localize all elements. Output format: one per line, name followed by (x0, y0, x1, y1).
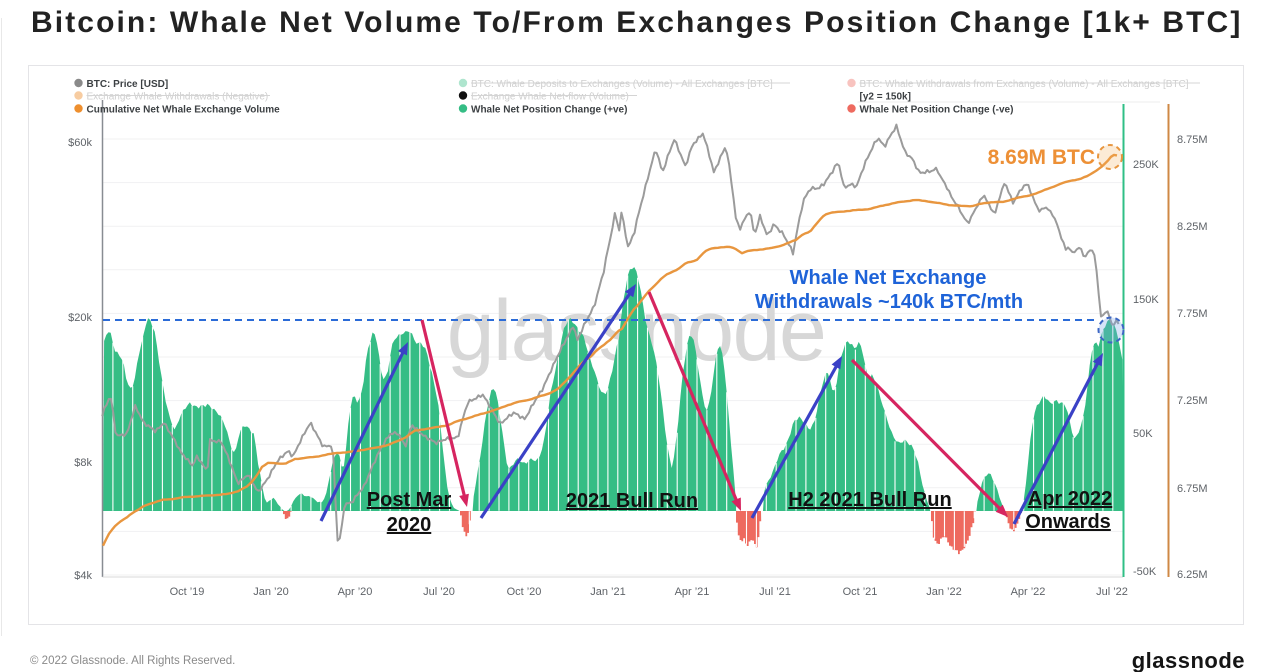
svg-text:$60k: $60k (68, 137, 92, 149)
svg-text:BTC: Whale Withdrawals from Ex: BTC: Whale Withdrawals from Exchanges (V… (860, 79, 1189, 90)
svg-text:150K: 150K (1133, 294, 1159, 306)
svg-text:$4k: $4k (74, 570, 92, 582)
svg-text:250K: 250K (1133, 159, 1159, 171)
svg-text:Oct ’21: Oct ’21 (843, 586, 878, 598)
svg-text:Apr ’21: Apr ’21 (675, 586, 710, 598)
svg-text:Whale Net Exchange: Whale Net Exchange (790, 267, 987, 289)
svg-text:glassnode: glassnode (1132, 648, 1245, 672)
svg-text:Jan ’21: Jan ’21 (590, 586, 625, 598)
svg-text:8.69M BTC: 8.69M BTC (988, 146, 1095, 169)
svg-text:$20k: $20k (68, 312, 92, 324)
svg-text:BTC: Whale Deposits to Exchang: BTC: Whale Deposits to Exchanges (Volume… (471, 79, 773, 90)
svg-text:Jul ’21: Jul ’21 (759, 586, 791, 598)
svg-text:H2 2021 Bull Run: H2 2021 Bull Run (788, 489, 951, 511)
svg-text:Jul ’20: Jul ’20 (423, 586, 455, 598)
svg-text:Cumulative Net Whale Exchange: Cumulative Net Whale Exchange Volume (87, 105, 281, 116)
svg-text:Jan ’20: Jan ’20 (253, 586, 288, 598)
svg-text:Exchange Whale Withdrawals (Ne: Exchange Whale Withdrawals (Negative) (87, 92, 269, 103)
svg-text:BTC: Price [USD]: BTC: Price [USD] (87, 79, 169, 90)
svg-text:Exchange Whale Net-flow (Volum: Exchange Whale Net-flow (Volume) (471, 92, 629, 103)
svg-text:8.25M: 8.25M (1177, 221, 1208, 233)
svg-text:7.25M: 7.25M (1177, 395, 1208, 407)
svg-text:[y2 = 150k]: [y2 = 150k] (860, 92, 911, 103)
svg-text:Apr 2022: Apr 2022 (1028, 488, 1113, 510)
svg-text:2020: 2020 (387, 514, 432, 536)
svg-text:6.25M: 6.25M (1177, 569, 1208, 581)
svg-text:© 2022 Glassnode. All Rights R: © 2022 Glassnode. All Rights Reserved. (30, 655, 235, 667)
svg-text:Oct ’19: Oct ’19 (170, 586, 205, 598)
svg-text:Oct ’20: Oct ’20 (507, 586, 542, 598)
svg-text:8.75M: 8.75M (1177, 134, 1208, 146)
svg-text:2021 Bull Run: 2021 Bull Run (566, 490, 698, 512)
svg-text:50K: 50K (1133, 428, 1153, 440)
svg-text:Whale Net Position Change (-ve: Whale Net Position Change (-ve) (860, 105, 1014, 116)
svg-text:Jul ’22: Jul ’22 (1096, 586, 1128, 598)
svg-text:Apr ’20: Apr ’20 (338, 586, 373, 598)
svg-text:Whale Net Position Change (+ve: Whale Net Position Change (+ve) (471, 105, 627, 116)
svg-text:Withdrawals ~140k BTC/mth: Withdrawals ~140k BTC/mth (755, 291, 1023, 313)
svg-text:7.75M: 7.75M (1177, 308, 1208, 320)
svg-text:-50K: -50K (1133, 566, 1157, 578)
svg-text:Bitcoin: Whale Net Volume To/F: Bitcoin: Whale Net Volume To/From Exchan… (31, 6, 1242, 39)
svg-text:Apr ’22: Apr ’22 (1011, 586, 1046, 598)
svg-text:Onwards: Onwards (1025, 511, 1111, 533)
svg-text:Post Mar: Post Mar (367, 489, 452, 511)
svg-text:Jan ’22: Jan ’22 (926, 586, 961, 598)
svg-text:$8k: $8k (74, 457, 92, 469)
svg-text:6.75M: 6.75M (1177, 483, 1208, 495)
